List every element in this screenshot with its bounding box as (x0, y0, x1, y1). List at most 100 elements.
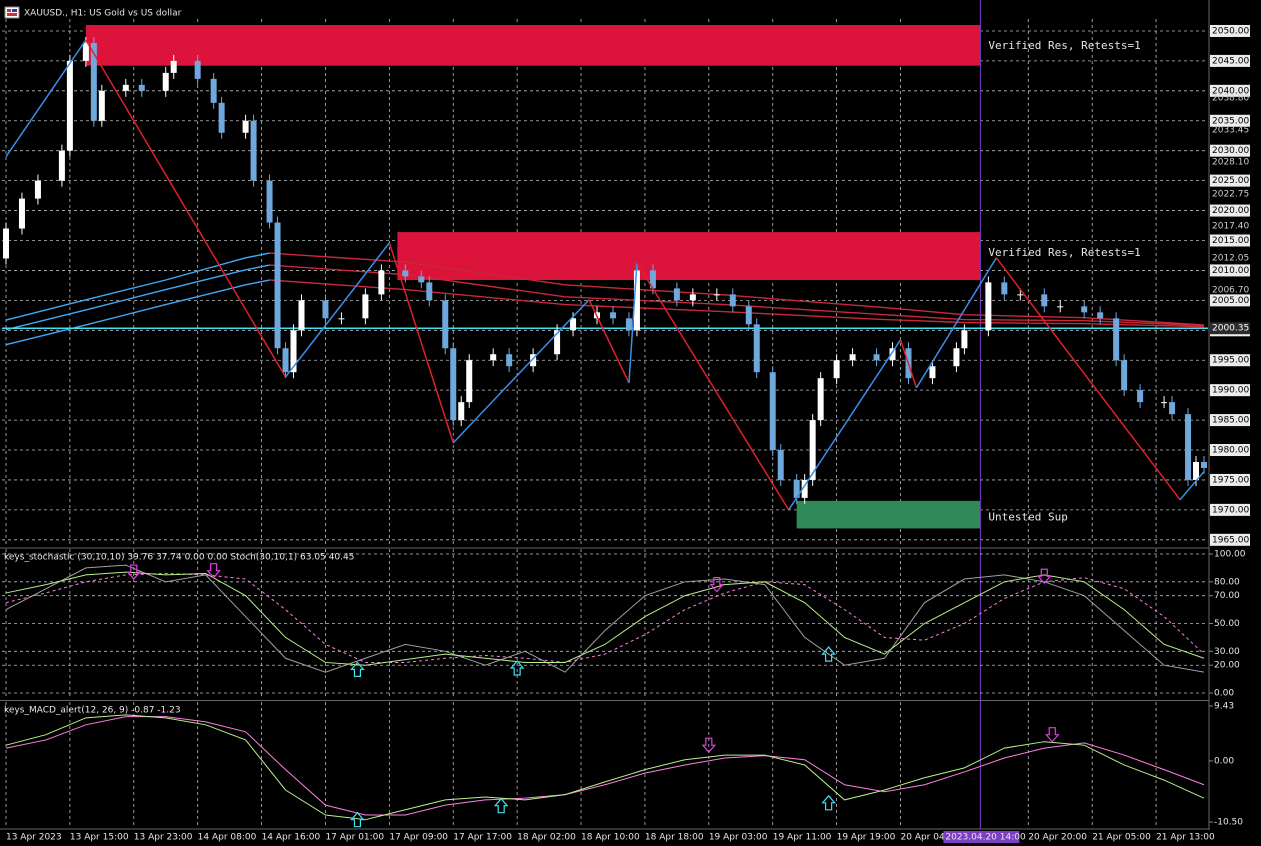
candle-body (1017, 294, 1024, 296)
candle-body (122, 84, 129, 91)
y-tick-box (1210, 144, 1250, 157)
candle-body (2, 228, 9, 259)
candle-body (929, 366, 936, 379)
candle-body (18, 198, 25, 229)
signal-arrow (709, 576, 725, 593)
y-tick-label: 50.00 (1214, 619, 1240, 629)
candle-body (242, 120, 249, 133)
signal-arrow (509, 660, 525, 676)
indicator-line (269, 264, 1205, 327)
candle-body (753, 324, 760, 373)
x-tick-label: 18 Apr 02:00 (517, 833, 576, 843)
candle-body (673, 288, 680, 301)
zigzag-segment (995, 257, 1181, 501)
zigzag-segment (899, 339, 918, 388)
panel-title: keys_MACD_alert(12, 26, 9) -0.87 -1.23 (4, 706, 181, 716)
y-tick-label: 1965.00 (1212, 535, 1249, 545)
candle-body (194, 60, 201, 79)
candle-body (609, 312, 616, 319)
candle-body (570, 318, 577, 331)
x-tick-label: 21 Apr 13:00 (1156, 833, 1215, 843)
y-tick-box (1210, 114, 1250, 127)
candle-body (426, 282, 433, 301)
x-tick-label: 18 Apr 10:00 (581, 833, 640, 843)
candle-body (953, 348, 960, 367)
candle-body (322, 300, 329, 319)
signal-arrow (206, 563, 221, 579)
candle-body (162, 72, 169, 91)
y-tick-box (1210, 24, 1250, 37)
candle-body (298, 300, 305, 331)
x-tick-label: 13 Apr 23:00 (134, 833, 193, 843)
candle-body (849, 354, 856, 361)
x-tick-label: 14 Apr 08:00 (198, 833, 257, 843)
candle-body (809, 420, 816, 480)
zigzag-segment (636, 262, 790, 511)
indicator-line (5, 572, 1205, 663)
price-line-label: 2000.35 (1212, 324, 1249, 334)
y-tick-label: 2005.00 (1212, 296, 1249, 306)
signal-arrow (1036, 568, 1052, 585)
price-label: 2006.70 (1212, 286, 1249, 296)
candle-body (506, 354, 513, 367)
y-tick-label: 1970.00 (1212, 505, 1249, 515)
price-line-box (1210, 322, 1250, 335)
candle-body (274, 222, 281, 349)
y-tick-label: 2035.00 (1212, 116, 1249, 126)
y-tick-box (1210, 384, 1250, 397)
candle-body (82, 42, 89, 61)
zigzag-segment (5, 39, 87, 158)
zigzag-segment (85, 39, 287, 378)
candle-body (266, 180, 273, 223)
y-tick-label: -10.50 (1214, 818, 1243, 828)
zone (397, 232, 981, 281)
zone-label: Verified Res, Retests=1 (988, 39, 1140, 52)
y-tick-box (1210, 54, 1250, 67)
indicator-line (5, 716, 1205, 816)
y-tick-label: 20.00 (1214, 661, 1240, 671)
candle-body (290, 330, 297, 373)
panel-title: keys_stochastic (30,10,10) 39.76 37.74 0… (4, 553, 354, 563)
y-tick-label: 1980.00 (1212, 446, 1249, 456)
x-tick-label: 17 Apr 09:00 (389, 833, 448, 843)
y-tick-label: 2030.00 (1212, 146, 1249, 156)
candle-body (801, 479, 808, 498)
x-tick-label: 19 Apr 03:00 (709, 833, 768, 843)
y-tick-label: 2040.00 (1212, 86, 1249, 96)
y-tick-box (1210, 444, 1250, 457)
candle-body (450, 348, 457, 421)
x-tick-label: 19 Apr 19:00 (837, 833, 896, 843)
price-label: 2033.45 (1212, 126, 1249, 136)
price-label: 2028.10 (1212, 158, 1249, 168)
indicator-line (5, 571, 1205, 666)
x-tick-label: 14 Apr 16:00 (262, 833, 321, 843)
candle-body (1121, 360, 1128, 391)
zigzag-segment (388, 242, 454, 444)
y-tick-label: 1995.00 (1212, 356, 1249, 366)
zigzag-segment (284, 242, 390, 378)
candle-body (530, 354, 537, 367)
zone-label: Untested Sup (988, 511, 1067, 524)
y-tick-box (1210, 294, 1250, 307)
y-tick-label: 2050.00 (1212, 26, 1249, 36)
candle-body (1185, 414, 1192, 480)
candle-body (218, 102, 225, 133)
zigzag-segment (452, 299, 590, 444)
y-tick-label: 2010.00 (1212, 266, 1249, 276)
y-tick-label: 9.43 (1214, 702, 1234, 712)
zigzag-segment (788, 339, 902, 511)
signal-arrow (821, 646, 836, 662)
candle-body (873, 354, 880, 361)
y-tick-label: 80.00 (1214, 577, 1240, 587)
zigzag-segment (628, 262, 638, 384)
candle-body (1201, 461, 1208, 468)
candle-body (1161, 402, 1168, 404)
y-tick-box (1210, 533, 1250, 546)
candle-body (689, 294, 696, 301)
x-tick-label: 18 Apr 18:00 (645, 833, 704, 843)
y-tick-box (1210, 84, 1250, 97)
candle-body (282, 348, 289, 373)
signal-arrow (821, 794, 836, 811)
candle-body (713, 294, 720, 296)
